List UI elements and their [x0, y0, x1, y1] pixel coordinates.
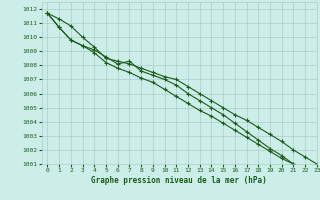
X-axis label: Graphe pression niveau de la mer (hPa): Graphe pression niveau de la mer (hPa): [91, 176, 267, 185]
